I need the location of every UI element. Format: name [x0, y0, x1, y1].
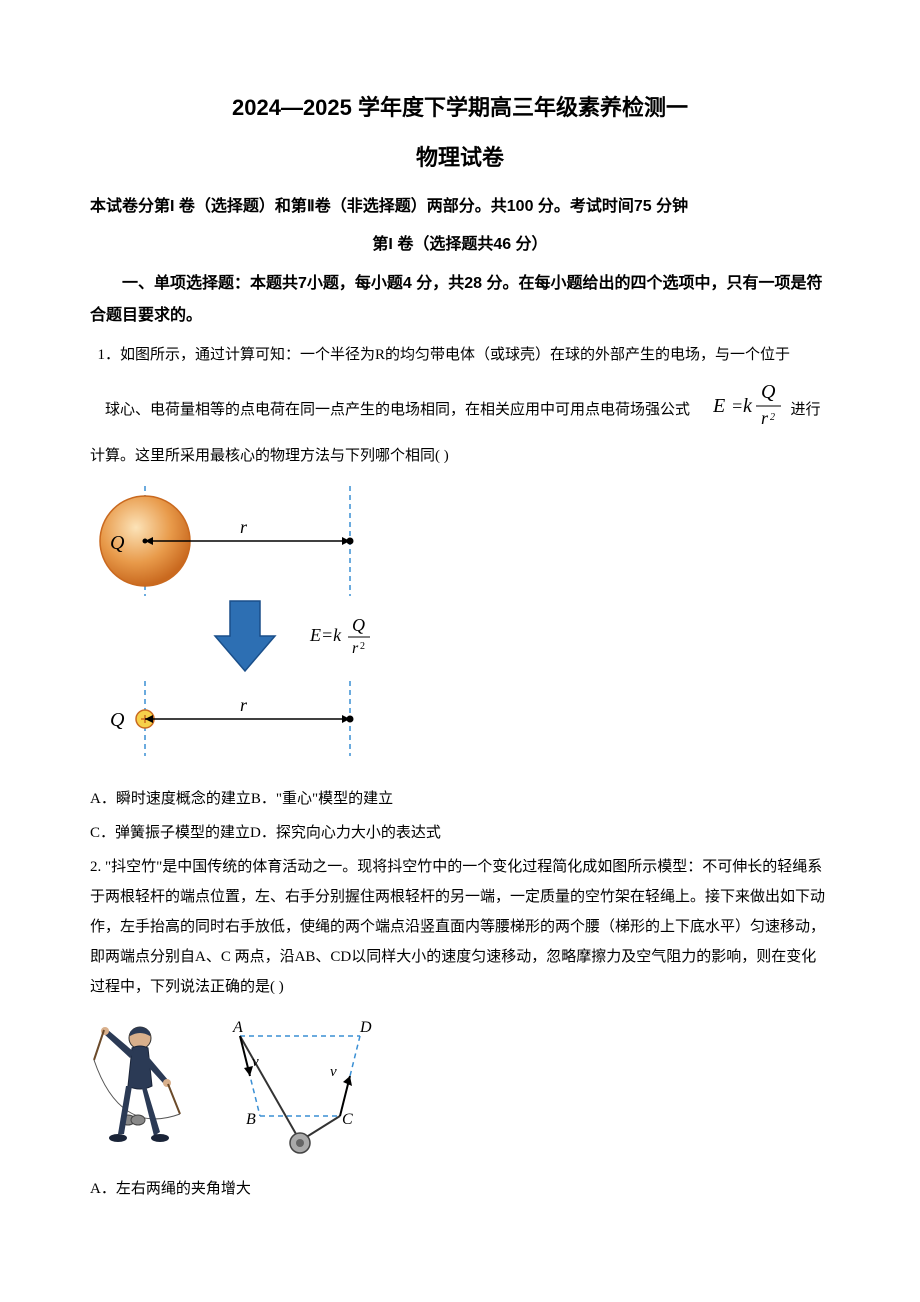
svg-text:r: r	[352, 640, 359, 657]
svg-text:E: E	[713, 395, 725, 417]
svg-text:2: 2	[360, 641, 365, 652]
q1-stem-part2: 球心、电荷量相等的点电荷在同一点产生的电场相同，在相关应用中可用点电荷场强公式 …	[90, 380, 830, 471]
q2-label-v2: v	[330, 1064, 337, 1080]
q1-option-d-text: 探究向心力大小的表达式	[276, 825, 441, 841]
section-heading: 一、单项选择题：本题共7小题，每小题4 分，共28 分。在每小题给出的四个选项中…	[90, 268, 830, 332]
q2-trapezoid-diagram: A D B C v v	[200, 1016, 400, 1156]
q1-option-cd: C．弹簧振子模型的建立D．探究向心力大小的表达式	[90, 818, 830, 848]
svg-text:=: =	[731, 396, 743, 416]
q2-label-C: C	[342, 1111, 353, 1128]
q2-label-A: A	[232, 1019, 243, 1036]
q1-option-a-prefix: A．	[90, 791, 116, 807]
q2-option-a-prefix: A．	[90, 1181, 116, 1197]
q1-option-ab: A．瞬时速度概念的建立B．"重心"模型的建立	[90, 784, 830, 814]
svg-text:E=k: E=k	[309, 625, 342, 645]
q2-option-a: A．左右两绳的夹角增大	[90, 1174, 830, 1204]
q1-diagram: Q r E=k Q r 2 Q r	[90, 481, 830, 766]
q2-label-v1: v	[252, 1054, 259, 1070]
q2-stem: 2. "抖空竹"是中国传统的体育活动之一。现将抖空竹中的一个变化过程简化成如图所…	[90, 852, 830, 1002]
section-label: 第I 卷（选择题共46 分）	[90, 230, 830, 254]
exam-title-line1: 2024—2025 学年度下学期高三年级素养检测一	[90, 90, 830, 122]
q1-stem-part2-prefix: 球心、电荷量相等的点电荷在同一点产生的电场相同，在相关应用中可用点电荷场强公式	[105, 402, 690, 418]
svg-text:Q: Q	[352, 615, 365, 635]
svg-text:r: r	[761, 408, 769, 428]
q2-option-a-text: 左右两绳的夹角增大	[116, 1181, 251, 1197]
q2-label-B: B	[246, 1111, 256, 1128]
q2-label-D: D	[359, 1019, 372, 1036]
q1-option-b-prefix: B．	[251, 791, 276, 807]
q1-option-c-text: 弹簧振子模型的建立	[115, 825, 250, 841]
q1-option-a-text: 瞬时速度概念的建立	[116, 791, 251, 807]
svg-text:2: 2	[770, 412, 775, 423]
svg-text:Q: Q	[761, 381, 776, 403]
svg-text:k: k	[743, 395, 753, 417]
q1-option-d-prefix: D．	[250, 825, 276, 841]
q1-point-label: Q	[110, 709, 125, 731]
q1-sphere-label: Q	[110, 532, 125, 554]
q1-option-c-prefix: C．	[90, 825, 115, 841]
q2-figure-row: A D B C v v	[90, 1016, 830, 1156]
q1-stem-part1: 1．如图所示，通过计算可知：一个半径为R的均匀带电体（或球壳）在球的外部产生的电…	[90, 340, 830, 370]
q1-option-b-text: "重心"模型的建立	[276, 791, 393, 807]
q1-r-label-bottom: r	[240, 695, 248, 715]
q1-r-label-top: r	[240, 517, 248, 537]
q2-person-illustration	[90, 1016, 190, 1156]
exam-instructions: 本试卷分第I 卷（选择题）和第Ⅱ卷（非选择题）两部分。共100 分。考试时间75…	[90, 194, 830, 220]
q1-formula-inline: E = k Q r 2	[698, 380, 783, 441]
exam-title-line2: 物理试卷	[90, 140, 830, 172]
